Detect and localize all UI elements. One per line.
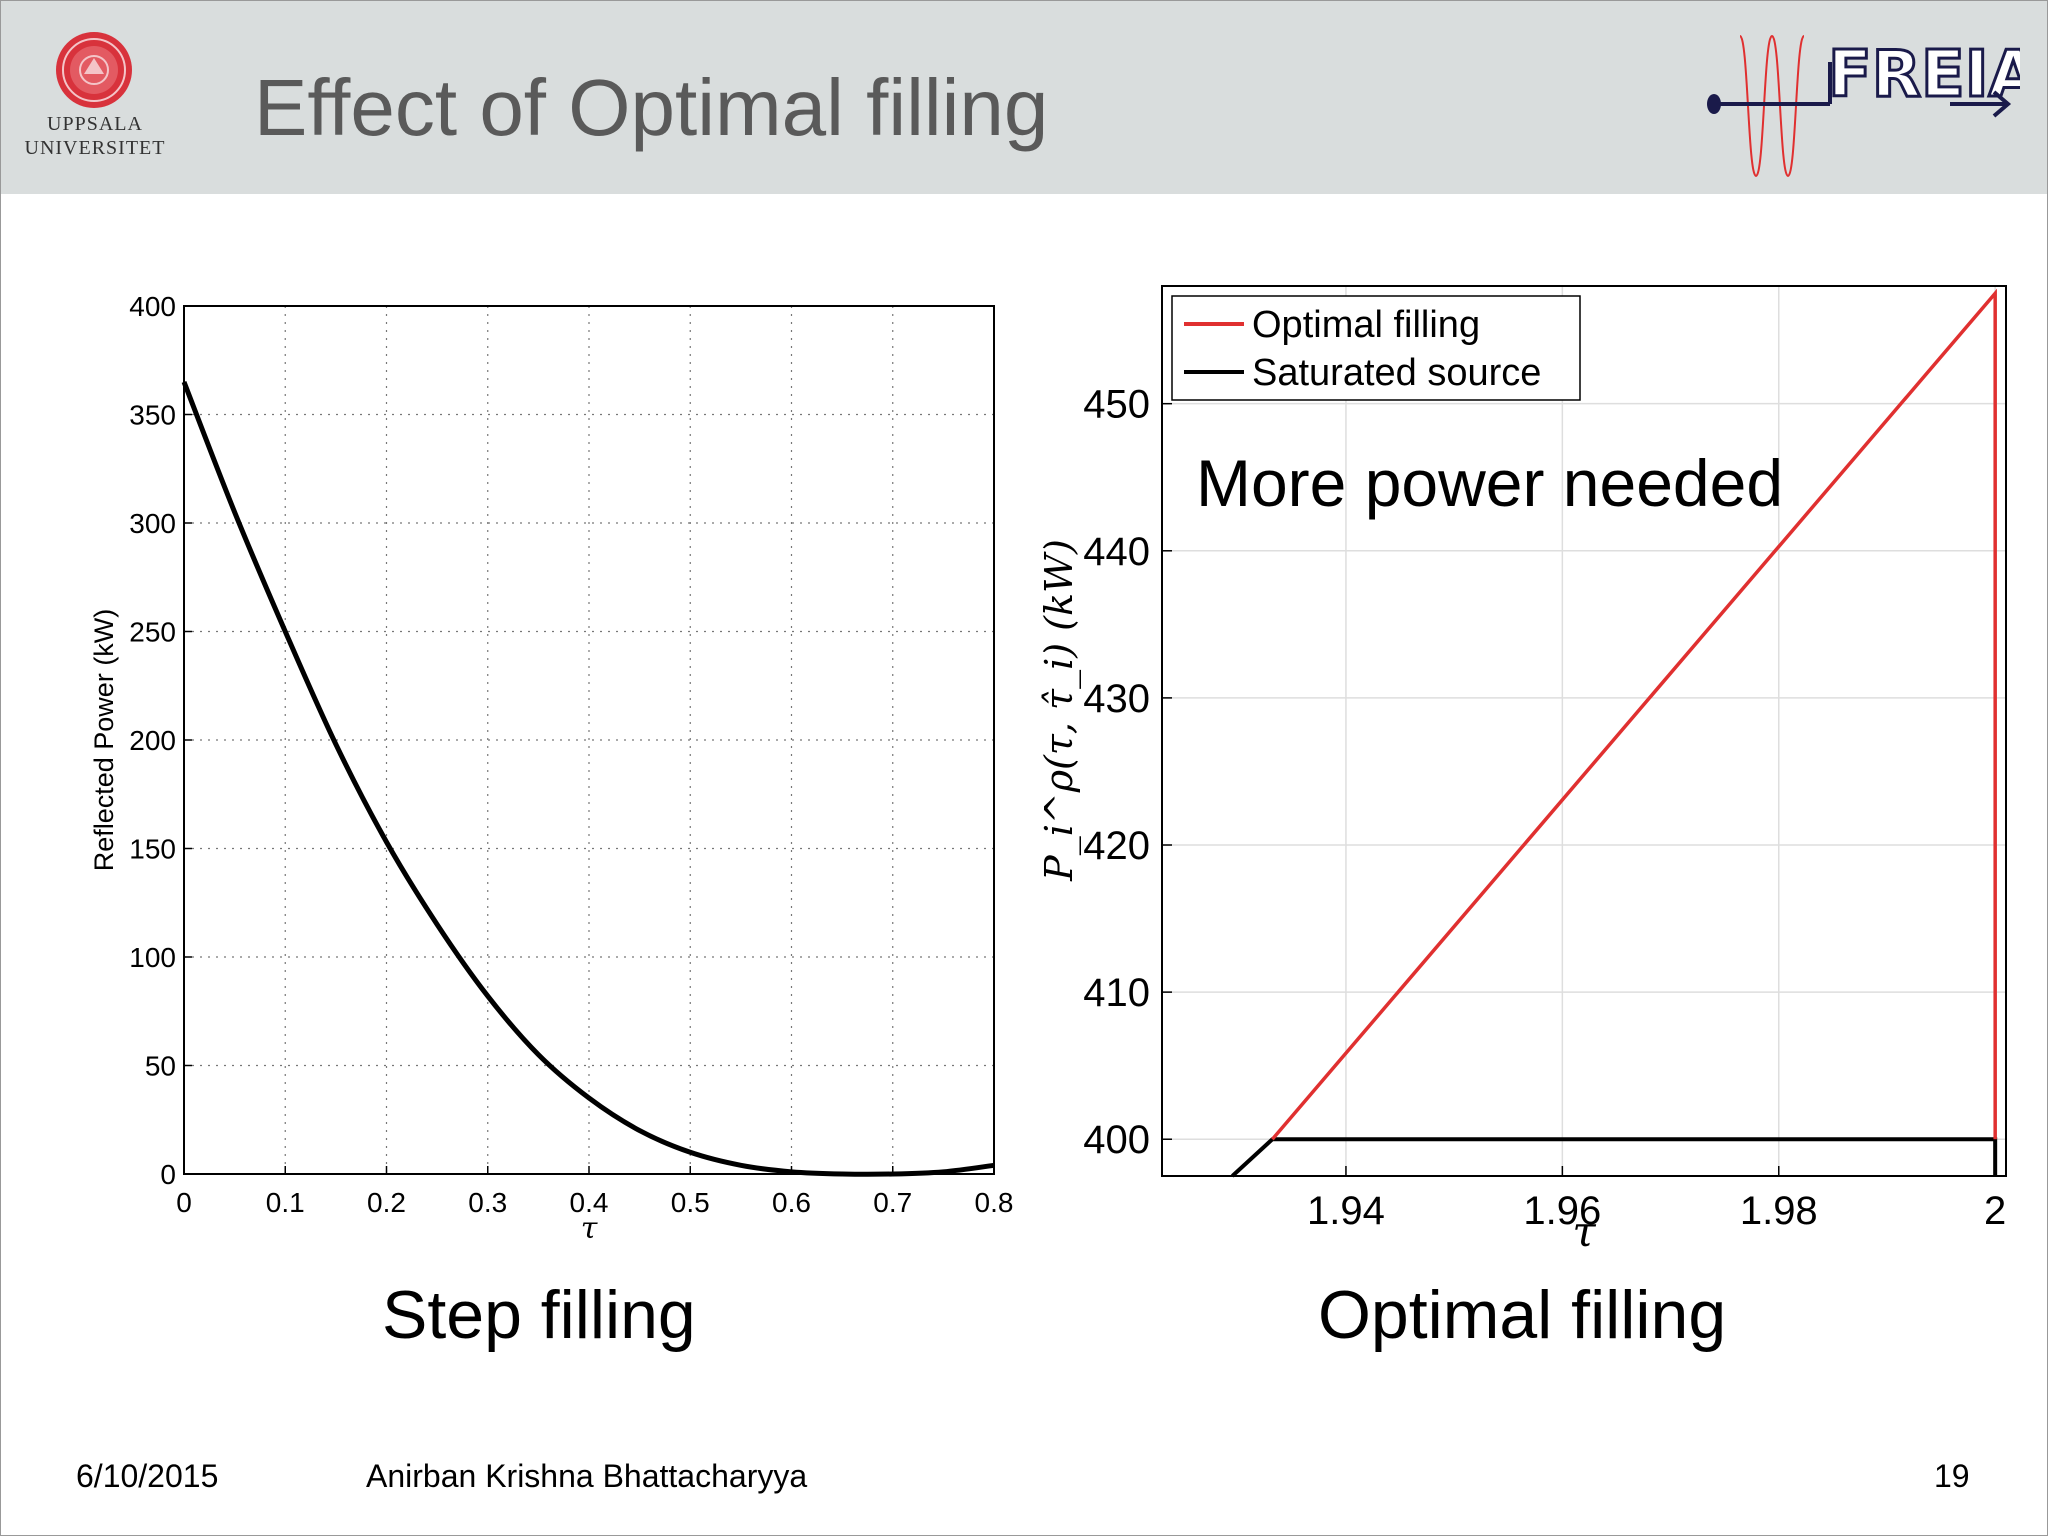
left-x-tick-label: 0.3 — [468, 1187, 507, 1218]
page-number: 19 — [1934, 1458, 1970, 1494]
right-x-tick-label: 2 — [1984, 1189, 2006, 1233]
left-y-tick-label: 50 — [145, 1051, 176, 1082]
left-y-tick-label: 0 — [160, 1159, 176, 1190]
uppsala-seal-icon — [56, 32, 132, 108]
left-x-tick-label: 0 — [176, 1187, 192, 1218]
left-y-tick-label: 100 — [129, 942, 176, 973]
freia-logo-text: FREIA — [1828, 38, 2020, 112]
series-saturated-source-line — [1230, 1137, 1998, 1178]
footer-author: Anirban Krishna Bhattacharyya — [366, 1458, 808, 1494]
left-ticks: 0 0.1 0.2 0.3 0.4 0.5 0.6 0.7 0.8 0 50 100 150 200 250… — [129, 291, 1013, 1218]
left-x-tick-label: 0.5 — [671, 1187, 710, 1218]
left-x-tick-label: 0.6 — [772, 1187, 811, 1218]
right-x-tick-label: 1.94 — [1307, 1189, 1385, 1233]
right-y-tick-label: 430 — [1083, 677, 1150, 721]
left-y-tick-label: 200 — [129, 725, 176, 756]
university-name-line1: UPPSALA — [47, 113, 143, 135]
right-y-tick-label: 450 — [1083, 383, 1150, 427]
university-name: UPPSALA UNIVERSITET — [20, 112, 170, 160]
legend-entry-saturated: Saturated source — [1252, 352, 1541, 394]
right-y-tick-label: 440 — [1083, 530, 1150, 574]
legend: Optimal filling Saturated source — [1171, 295, 1581, 401]
left-y-tick-label: 250 — [129, 617, 176, 648]
caption-step-filling: Step filling — [382, 1277, 696, 1353]
chart-annotation: More power needed — [1196, 446, 1783, 520]
left-series-line — [181, 381, 995, 1177]
left-x-tick-label: 0.1 — [266, 1187, 305, 1218]
freia-logo: FREIA — [1707, 34, 2020, 178]
left-y-tick-label: 400 — [129, 291, 176, 322]
right-y-tick-label: 410 — [1083, 971, 1150, 1015]
page-title: Effect of Optimal filling — [254, 63, 1049, 152]
right-ticks: 1.94 1.96 1.98 2 400 410 420 430 440 450 — [1083, 383, 2006, 1233]
left-y-tick-label: 350 — [129, 400, 176, 431]
series-optimal-filling-line — [1271, 288, 1997, 1141]
right-x-tick-label: 1.98 — [1740, 1189, 1818, 1233]
left-y-axis-label: Reflected Power (kW) — [89, 609, 119, 872]
legend-entry-optimal: Optimal filling — [1252, 304, 1480, 346]
left-x-tick-label: 0.8 — [975, 1187, 1014, 1218]
left-x-tick-label: 0.7 — [873, 1187, 912, 1218]
left-grid — [184, 306, 994, 1174]
caption-optimal-filling: Optimal filling — [1318, 1277, 1727, 1353]
left-x-tick-label: 0.4 — [570, 1187, 609, 1218]
left-y-tick-label: 150 — [129, 834, 176, 865]
right-x-axis-label: τ — [1572, 1207, 1596, 1256]
slide-header — [0, 0, 2048, 194]
left-y-tick-label: 300 — [129, 508, 176, 539]
left-x-axis-label: τ — [581, 1211, 598, 1246]
right-y-axis-label: P_i^ρ(τ, τ̂_i) (kW) — [1037, 539, 1082, 882]
right-plot-frame — [1161, 285, 2007, 1177]
left-x-tick-label: 0.2 — [367, 1187, 406, 1218]
right-y-tick-label: 420 — [1083, 824, 1150, 868]
right-series — [1230, 288, 1998, 1178]
footer-date: 6/10/2015 — [76, 1458, 219, 1494]
university-name-line2: UNIVERSITET — [24, 137, 166, 159]
right-grid — [1162, 286, 2006, 1176]
right-y-tick-label: 400 — [1083, 1118, 1150, 1162]
right-x-tick-label: 1.96 — [1523, 1189, 1601, 1233]
